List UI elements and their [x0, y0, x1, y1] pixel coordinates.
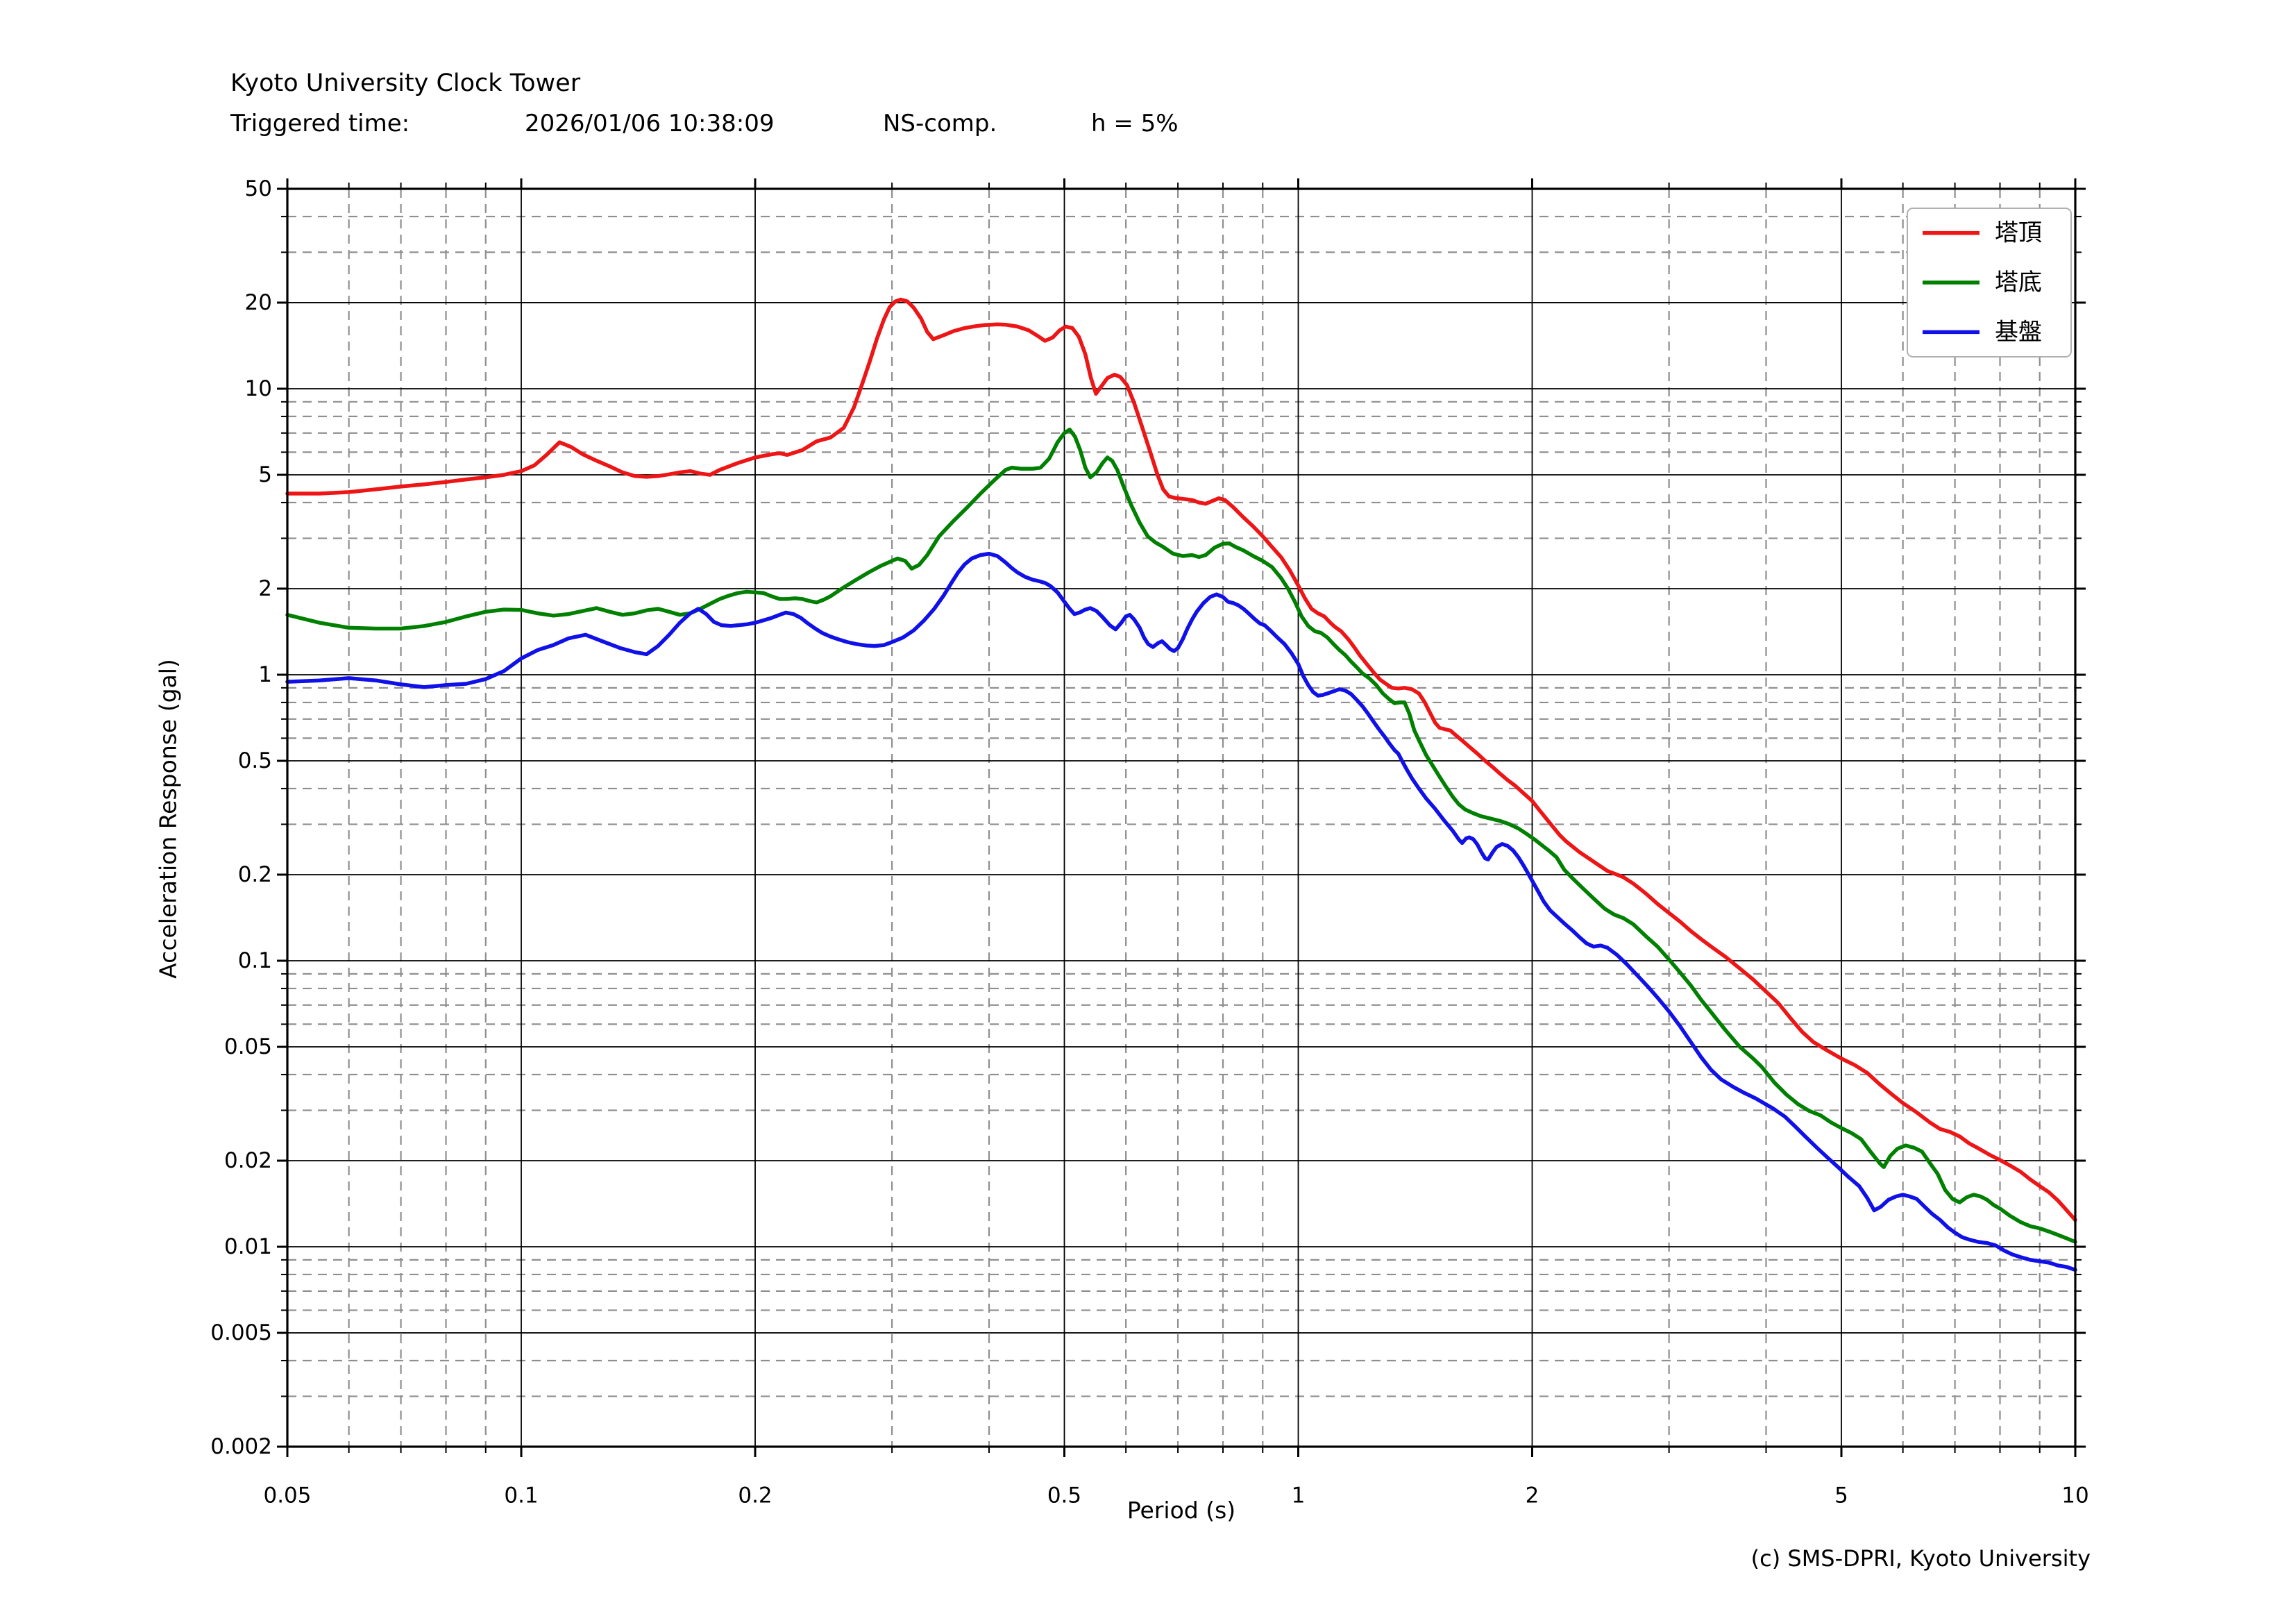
y-tick-label: 0.2	[238, 862, 272, 887]
y-tick-label: 0.05	[224, 1034, 272, 1059]
y-tick-label: 5	[258, 462, 272, 487]
y-axis-label: Acceleration Response (gal)	[154, 659, 182, 979]
component-label: NS-comp.	[883, 110, 997, 137]
y-tick-label: 0.002	[210, 1434, 272, 1459]
series-塔底	[285, 428, 2077, 1244]
x-tick-label: 0.5	[1047, 1483, 1081, 1508]
x-tick-label: 2	[1526, 1483, 1539, 1508]
data-curves	[285, 297, 2077, 1272]
x-tick-label: 1	[1292, 1483, 1306, 1508]
x-tick-labels: 0.05 0.1 0.2 0.5 1 2 5 10	[263, 1483, 2088, 1508]
y-tick-label: 0.5	[238, 748, 272, 773]
page-title: Kyoto University Clock Tower	[230, 69, 581, 97]
minor-gridlines	[287, 189, 2075, 1447]
legend-item-label: 基盤	[1995, 318, 2042, 346]
plot-frame	[286, 187, 2077, 1448]
credit-text: (c) SMS-DPRI, Kyoto University	[1750, 1545, 2091, 1572]
triggered-time-label: Triggered time:	[230, 110, 410, 137]
series-塔頂	[285, 297, 2077, 1222]
y-tick-label: 1	[258, 662, 272, 687]
major-gridlines	[287, 188, 2076, 1447]
y-tick-label: 0.01	[224, 1234, 272, 1259]
legend-box	[1907, 208, 2072, 358]
axis-ticks	[277, 178, 2086, 1457]
legend-item-label: 塔底	[1995, 269, 2042, 296]
x-axis-label: Period (s)	[1126, 1497, 1236, 1524]
y-tick-label: 20	[245, 290, 272, 315]
y-tick-label: 0.1	[238, 948, 272, 973]
y-tick-label: 2	[258, 576, 272, 601]
triggered-time-value: 2026/01/06 10:38:09	[525, 110, 775, 137]
y-tick-labels: 50 20 10 5 2 1 0.5 0.2 0.1 0.05 0.02 0.01 0.005 0.002	[210, 176, 272, 1459]
x-tick-label: 0.2	[738, 1483, 772, 1508]
x-tick-label: 10	[2061, 1483, 2088, 1508]
y-tick-label: 0.02	[224, 1148, 272, 1173]
y-tick-label: 10	[245, 376, 272, 401]
x-tick-label: 0.1	[504, 1483, 538, 1508]
y-tick-label: 0.005	[210, 1320, 272, 1345]
series-基盤	[285, 551, 2077, 1272]
x-tick-label: 0.05	[263, 1483, 311, 1508]
damping-label: h = 5%	[1091, 110, 1179, 137]
y-tick-label: 50	[245, 176, 272, 201]
x-tick-label: 5	[1834, 1483, 1848, 1508]
legend-item-label: 塔頂	[1995, 219, 2042, 247]
